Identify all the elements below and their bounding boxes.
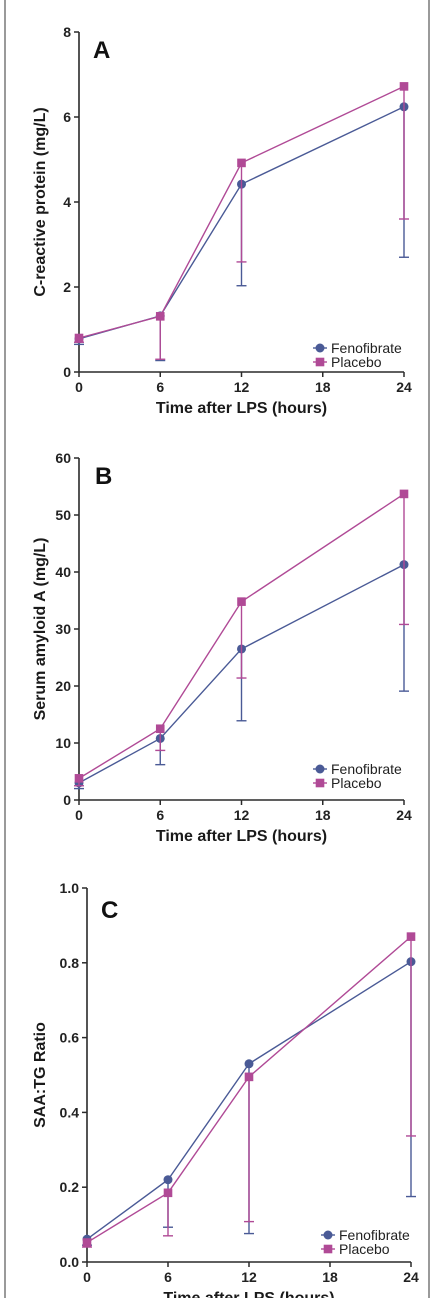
panel-a-placebo-point [399, 82, 409, 91]
panel-b-legend-marker-placebo [315, 778, 325, 788]
panel-b-y-tick-label: 0 [63, 792, 71, 808]
panel-c-y-axis-title: SAA:TG Ratio [32, 1022, 49, 1128]
panel-c-fenofibrate-line [86, 961, 412, 1240]
frame-left-border [4, 0, 6, 1298]
panel-a-x-tick-label: 24 [396, 379, 412, 395]
panel-a-x-tick-label: 6 [156, 379, 164, 395]
panel-c-y-tick-label: 0.2 [60, 1179, 80, 1195]
panel-b-legend-marker-fenofibrate [315, 764, 325, 774]
panel-a-placebo-point [237, 158, 246, 168]
panel-c-placebo-point [406, 932, 416, 941]
panel-b-legend-label-placebo: Placebo [331, 775, 382, 791]
panel-c-placebo-point [244, 1072, 254, 1082]
panel-b-placebo-point [74, 774, 84, 783]
panel-b-y-tick-label: 10 [55, 735, 71, 751]
panel-c-fenofibrate-point [244, 1059, 254, 1069]
panel-c-x-tick-label: 0 [83, 1269, 91, 1285]
panel-a-y-tick-label: 4 [63, 194, 71, 210]
panel-b-y-tick-label: 40 [55, 564, 71, 580]
panel-b-x-tick-label: 24 [396, 807, 412, 823]
panel-a-y-tick-label: 6 [63, 109, 71, 125]
panel-a-placebo-point [155, 312, 165, 321]
panel-a-legend-marker-placebo [315, 357, 325, 367]
panel-b-legend-label-fenofibrate: Fenofibrate [331, 761, 402, 777]
panel-b-placebo-point [155, 724, 165, 734]
panel-a-y-axis-title: C-reactive protein (mg/L) [32, 107, 49, 296]
panel-a-placebo-line [78, 85, 405, 339]
panel-a-legend-label-fenofibrate: Fenofibrate [331, 340, 402, 356]
panel-a-y-tick-label: 2 [63, 279, 71, 295]
panel-c-x-axis-title: Time after LPS (hours) [163, 1290, 334, 1298]
panel-b-placebo-point [237, 597, 246, 606]
panel-c-placebo-line [86, 936, 412, 1244]
panel-b-fenofibrate-line [78, 563, 405, 784]
panel-b-placebo-point [399, 489, 409, 499]
panel-c-legend-label-fenofibrate: Fenofibrate [339, 1227, 410, 1243]
panel-c-x-tick-label: 18 [322, 1269, 338, 1285]
panel-c-placebo-point [163, 1188, 173, 1198]
panel-c-y-tick-label: 0.8 [60, 955, 80, 971]
panel-a-y-tick-label: 8 [63, 24, 71, 40]
panel-c-legend-label-placebo: Placebo [339, 1241, 390, 1257]
panel-c-letter-label: C [101, 897, 118, 924]
panel-c-y-tick-label: 0.0 [60, 1254, 80, 1270]
panel-b-y-axis-title: Serum amyloid A (mg/L) [32, 538, 49, 721]
panel-a-x-axis-title: Time after LPS (hours) [156, 400, 327, 417]
panel-b-y-tick-label: 50 [55, 507, 71, 523]
panel-a-y-tick-label: 0 [63, 364, 71, 380]
panel-c-fenofibrate-point [163, 1175, 173, 1185]
panel-c-legend-marker-placebo [323, 1244, 333, 1254]
panel-a-legend-marker-fenofibrate [315, 343, 325, 353]
panel-c-x-tick-label: 24 [403, 1269, 419, 1285]
panel-a-legend-label-placebo: Placebo [331, 354, 382, 370]
panel-b-x-axis-title: Time after LPS (hours) [156, 828, 327, 845]
panel-b-x-tick-label: 18 [315, 807, 331, 823]
panel-a-placebo-point [74, 333, 84, 343]
panel-c-y-tick-label: 0.6 [60, 1030, 80, 1046]
panel-b-letter-label: B [95, 463, 112, 490]
panel-c-y-tick-label: 0.4 [60, 1104, 80, 1120]
panel-c-x-tick-label: 6 [164, 1269, 172, 1285]
panel-b-x-tick-label: 6 [156, 807, 164, 823]
frame-right-border [428, 0, 430, 1298]
panel-b-y-tick-label: 60 [55, 450, 71, 466]
panel-c-y-tick-label: 1.0 [60, 880, 80, 896]
panel-a-x-tick-label: 18 [315, 379, 331, 395]
panel-b-y-tick-label: 30 [55, 621, 71, 637]
panel-c-x-tick-label: 12 [241, 1269, 257, 1285]
panel-c-legend-marker-fenofibrate [323, 1230, 333, 1240]
panel-a-x-tick-label: 12 [234, 379, 250, 395]
panel-b-y-tick-label: 20 [55, 678, 71, 694]
panel-a-letter-label: A [93, 37, 110, 64]
panel-c-placebo-point [82, 1238, 92, 1247]
panel-b-placebo-line [78, 493, 405, 779]
panel-b-x-tick-label: 12 [234, 807, 250, 823]
panel-a-x-tick-label: 0 [75, 379, 83, 395]
panel-b-x-tick-label: 0 [75, 807, 83, 823]
